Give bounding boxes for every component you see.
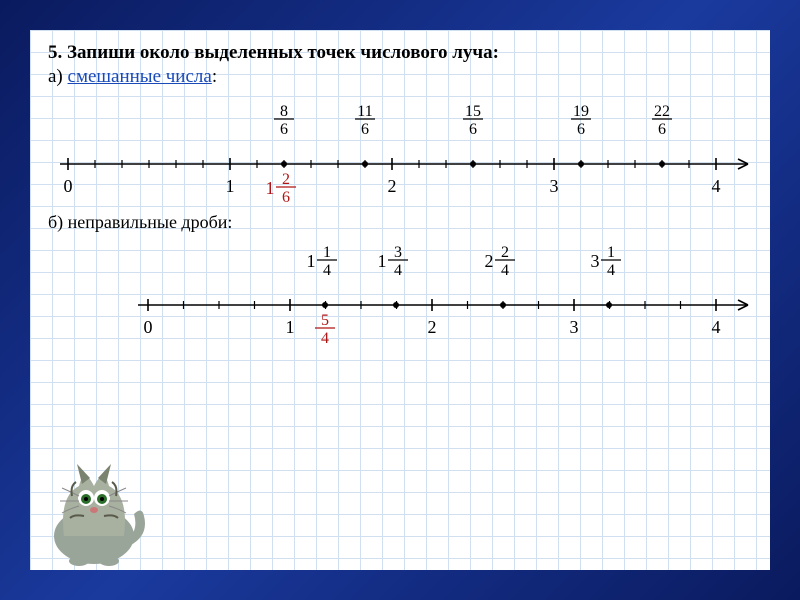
svg-text:1: 1 — [226, 176, 235, 196]
svg-text:22: 22 — [654, 103, 670, 120]
numberline-a: 0123486116156196226126 — [48, 96, 758, 206]
svg-text:5: 5 — [321, 312, 329, 329]
svg-text:3: 3 — [550, 176, 559, 196]
svg-text:3: 3 — [394, 244, 402, 261]
svg-text:2: 2 — [282, 171, 290, 188]
svg-text:0: 0 — [64, 176, 73, 196]
svg-text:6: 6 — [469, 121, 477, 138]
svg-text:6: 6 — [280, 121, 288, 138]
cat-illustration — [34, 436, 154, 566]
part-b-label: б) неправильные дроби: — [48, 212, 752, 233]
numberline-a-wrap: 0123486116156196226126 — [48, 96, 752, 206]
svg-text:0: 0 — [144, 317, 153, 337]
svg-text:1: 1 — [286, 317, 295, 337]
svg-text:2: 2 — [388, 176, 397, 196]
svg-text:1: 1 — [307, 251, 316, 271]
problem-title-text: Запиши около выделенных точек числового … — [67, 42, 499, 63]
svg-text:4: 4 — [607, 262, 615, 279]
svg-text:11: 11 — [357, 103, 372, 120]
svg-text:6: 6 — [282, 189, 290, 206]
svg-text:1: 1 — [607, 244, 615, 261]
content-panel: 5. Запиши около выделенных точек числово… — [30, 30, 770, 570]
svg-text:6: 6 — [361, 121, 369, 138]
svg-text:19: 19 — [573, 103, 589, 120]
mixed-numbers-link[interactable]: смешанные числа — [68, 66, 212, 87]
part-a-label: а) смешанные числа: — [48, 66, 752, 88]
svg-text:1: 1 — [378, 251, 387, 271]
svg-text:4: 4 — [394, 262, 402, 279]
svg-text:8: 8 — [280, 103, 288, 120]
svg-text:2: 2 — [501, 244, 509, 261]
problem-title: 5. Запиши около выделенных точек числово… — [48, 42, 752, 64]
svg-text:4: 4 — [321, 330, 329, 347]
svg-text:1: 1 — [323, 244, 331, 261]
svg-text:3: 3 — [591, 251, 600, 271]
svg-text:6: 6 — [658, 121, 666, 138]
svg-text:2: 2 — [485, 251, 494, 271]
svg-text:4: 4 — [712, 176, 721, 196]
svg-text:4: 4 — [712, 317, 721, 337]
numberline-b: 0123411413422431454 — [48, 237, 758, 347]
part-a-prefix: а) — [48, 66, 68, 87]
svg-text:4: 4 — [501, 262, 509, 279]
svg-text:6: 6 — [577, 121, 585, 138]
part-a-suffix: : — [212, 66, 217, 87]
svg-text:15: 15 — [465, 103, 481, 120]
svg-text:3: 3 — [570, 317, 579, 337]
problem-number: 5. — [48, 42, 62, 63]
svg-text:1: 1 — [266, 178, 275, 198]
svg-text:2: 2 — [428, 317, 437, 337]
numberline-b-wrap: 0123411413422431454 — [48, 237, 752, 347]
svg-text:4: 4 — [323, 262, 331, 279]
